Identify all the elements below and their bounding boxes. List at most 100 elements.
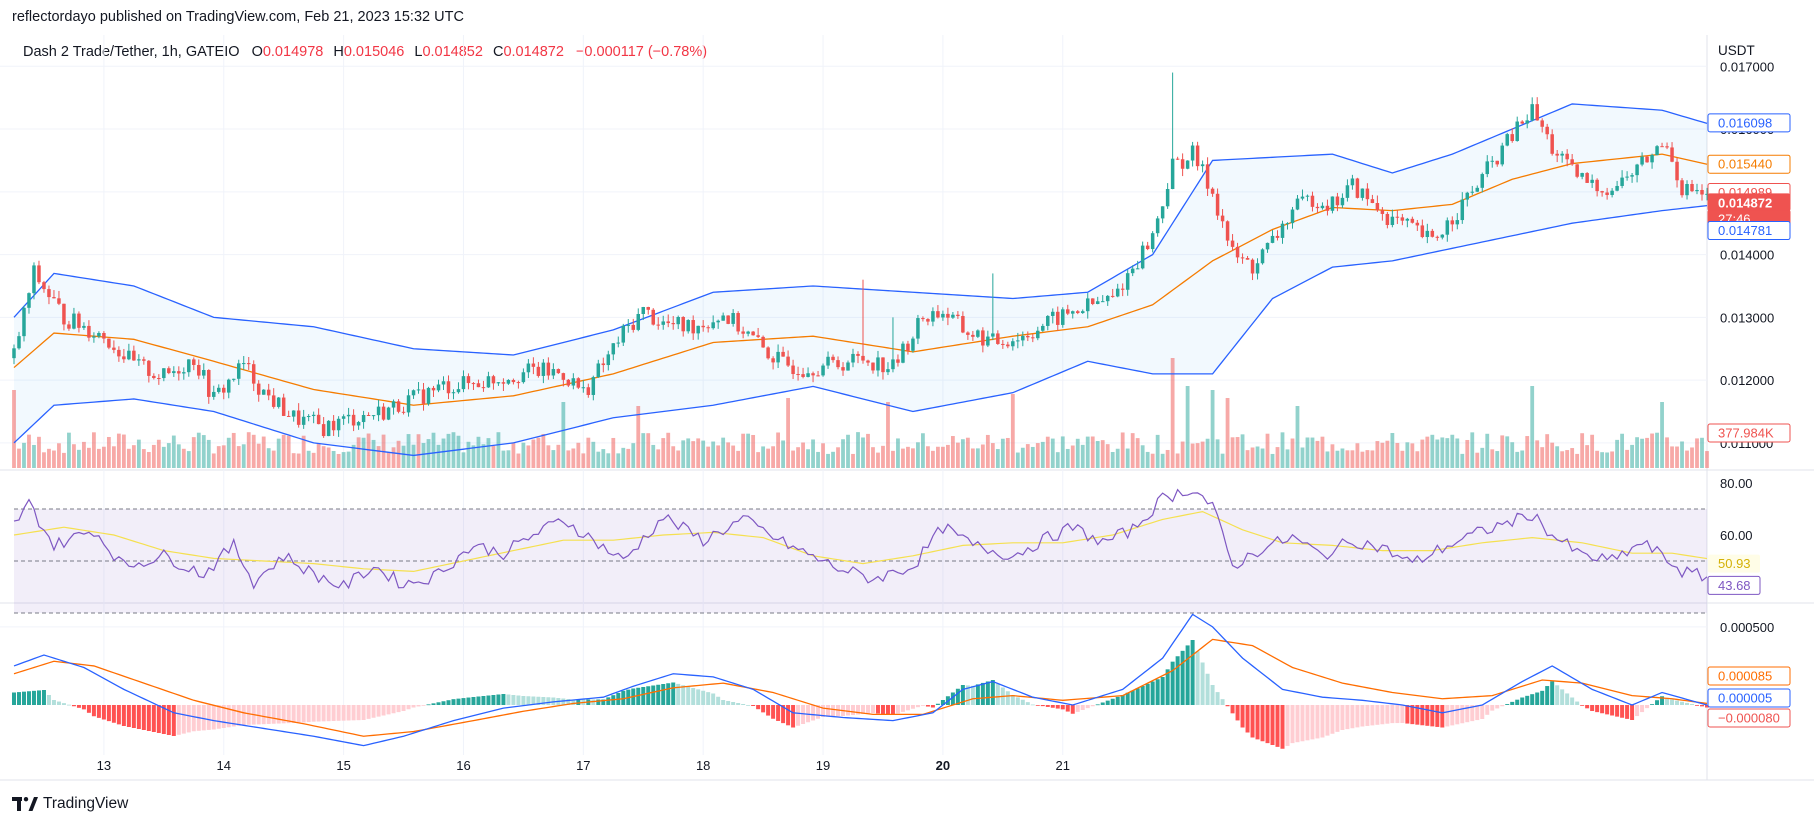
macd-histogram-bar <box>1655 700 1660 705</box>
macd-histogram-bar <box>766 705 771 716</box>
candle-body <box>1405 218 1410 221</box>
macd-histogram-bar <box>1290 705 1295 744</box>
volume-bar <box>1440 437 1445 468</box>
candle-body <box>42 282 46 290</box>
candle-body <box>1245 258 1250 260</box>
candle-body <box>1265 242 1270 250</box>
volume-bar <box>32 444 36 468</box>
candle-body <box>22 307 26 337</box>
candle-body <box>1175 158 1180 160</box>
volume-bar <box>1110 452 1115 468</box>
volume-bar <box>985 434 990 468</box>
x-tick-label: 20 <box>936 758 950 773</box>
symbol-title: Dash 2 Trade/Tether, 1h, GATEIO <box>23 44 240 60</box>
candle-body <box>341 416 346 419</box>
candle-body <box>1645 156 1649 163</box>
candle-body <box>541 362 546 376</box>
macd-histogram-bar <box>1440 705 1445 728</box>
candle-body <box>1380 210 1385 214</box>
volume-bar <box>955 442 960 468</box>
volume-bar <box>501 450 506 468</box>
macd-histogram-bar <box>1575 701 1580 705</box>
price-label-last: 0.014872 <box>1718 195 1772 210</box>
macd-histogram-bar <box>1280 705 1285 749</box>
macd-histogram-bar <box>301 705 306 723</box>
macd-histogram-bar <box>166 705 171 735</box>
macd-histogram-bar <box>1450 705 1455 726</box>
volume-bar <box>931 450 935 468</box>
volume-bar <box>1350 450 1355 468</box>
candle-body <box>1110 295 1115 297</box>
macd-histogram-bar <box>831 705 836 717</box>
candle-body <box>496 382 501 384</box>
macd-histogram-bar <box>1190 640 1195 705</box>
candle-body <box>736 313 740 332</box>
candle-body <box>476 383 481 388</box>
volume-bar <box>1555 446 1560 468</box>
candle-body <box>1575 164 1579 177</box>
candle-body <box>1016 340 1020 342</box>
macd-histogram-bar <box>935 703 940 705</box>
candle-body <box>207 370 211 397</box>
macd-histogram-bar <box>516 695 521 705</box>
candle-body <box>167 368 171 374</box>
candle-body <box>646 307 650 310</box>
volume-bar <box>1420 439 1425 468</box>
volume-bar <box>1370 450 1375 468</box>
volume-bar <box>461 452 466 468</box>
macd-histogram-bar <box>341 705 346 721</box>
macd-histogram-bar <box>1430 705 1435 727</box>
volume-bar <box>1625 449 1629 468</box>
candle-body <box>1435 236 1440 238</box>
candle-body <box>1360 188 1365 198</box>
volume-bar <box>1600 452 1605 468</box>
volume-bar <box>311 452 316 468</box>
volume-bar <box>341 452 346 468</box>
macd-histogram-bar <box>426 704 431 706</box>
candle-body <box>891 359 895 370</box>
macd-histogram-bar <box>1115 696 1120 705</box>
volume-bar <box>646 433 651 468</box>
volume-bar <box>566 450 571 468</box>
macd-histogram-bar <box>1255 705 1260 740</box>
macd-histogram-bar <box>1605 705 1610 715</box>
volume-bar <box>1520 450 1525 468</box>
volume-bar <box>656 449 661 468</box>
volume-bar <box>1315 440 1320 468</box>
candle-body <box>306 416 311 418</box>
candle-body <box>596 363 601 378</box>
x-tick-label: 16 <box>456 758 470 773</box>
candle-body <box>606 354 611 366</box>
candle-body <box>291 410 296 417</box>
volume-bar <box>211 453 216 468</box>
macd-histogram-bar <box>920 705 925 706</box>
volume-bar <box>1005 437 1010 468</box>
volume-bar <box>401 445 406 468</box>
macd-histogram-bar <box>741 704 746 705</box>
macd-histogram-bar <box>826 705 831 717</box>
candle-body <box>971 334 975 337</box>
volume-bar <box>411 444 416 468</box>
volume-bar <box>256 443 261 468</box>
volume-bar <box>1615 439 1620 468</box>
macd-histogram-bar <box>226 705 231 728</box>
candle-body <box>316 414 321 425</box>
macd-histogram-bar <box>216 705 221 729</box>
macd-histogram-bar <box>1500 705 1505 707</box>
volume-bar <box>1205 438 1210 468</box>
macd-histogram-bar <box>1560 689 1565 705</box>
candle-body <box>666 321 670 324</box>
volume-bar <box>721 437 726 468</box>
macd-histogram-bar <box>796 705 801 726</box>
macd-histogram-bar <box>496 694 501 705</box>
candle-body <box>1165 189 1170 207</box>
candle-body <box>226 379 231 393</box>
volume-bar <box>521 442 526 468</box>
volume-bar <box>1345 450 1350 468</box>
macd-histogram-bar <box>915 705 920 708</box>
candle-body <box>791 365 795 375</box>
macd-histogram-bar <box>126 705 131 727</box>
candle-body <box>1670 147 1674 162</box>
volume-bar <box>661 438 666 468</box>
